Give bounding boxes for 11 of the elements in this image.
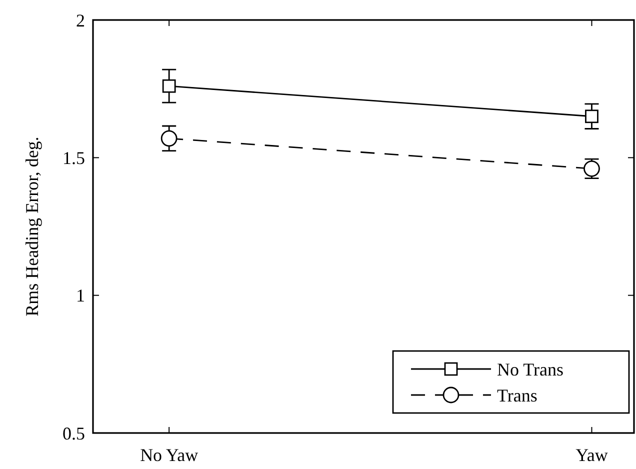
point: [162, 79, 176, 93]
legend-label: Trans: [497, 385, 538, 406]
point: [585, 110, 598, 124]
y-tick-label: 1.5: [62, 148, 85, 168]
y-tick-label: 2: [76, 10, 85, 30]
y-tick-label: 0.5: [62, 423, 85, 444]
legend-label: No Trans: [497, 359, 564, 380]
x-tick-label: Yaw: [576, 445, 608, 465]
y-axis-title: Rms Heading Error, deg.: [22, 136, 42, 316]
y-tick-label: 1: [76, 286, 85, 306]
x-tick-label: No Yaw: [140, 445, 198, 465]
